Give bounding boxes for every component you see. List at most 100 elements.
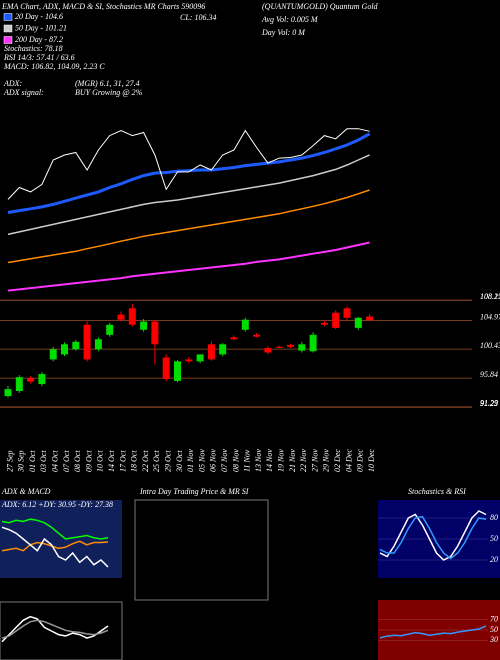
candle-body (38, 373, 46, 385)
x-tick-label: 07 Oct (62, 450, 71, 472)
y-tick-label: 108.15 (480, 292, 500, 301)
x-tick-label: 07 Nov (220, 449, 229, 472)
x-tick-label: 25 Oct (152, 450, 161, 472)
candle-body (219, 344, 227, 355)
y-tick-label: 91.25 (480, 399, 498, 408)
candle-body (253, 334, 261, 337)
x-tick-label: 01 Nov (186, 449, 195, 472)
candle-body (151, 321, 159, 345)
y-tick-label: 70 (490, 614, 498, 623)
candle-body (309, 334, 317, 352)
annotation: (MGR) 6.1, 31, 27.4 (75, 79, 140, 88)
annotation: RSI 14/3: 57.41 / 63.6 (3, 53, 75, 62)
annotation: Stochastics: 78.18 (4, 44, 63, 53)
x-tick-label: 05 Nov (197, 449, 206, 472)
x-tick-label: 08 Nov (231, 449, 240, 472)
x-tick-label: 09 Dec (356, 449, 365, 472)
x-tick-label: 14 Oct (107, 450, 116, 472)
x-tick-label: 04 Dec (344, 449, 353, 472)
indicator-line (1, 526, 109, 568)
candle-body (230, 337, 238, 340)
x-tick-label: 27 Nov (310, 449, 319, 472)
y-tick-label: 30 (489, 635, 498, 644)
close-line (7, 128, 370, 200)
x-tick-label: 19 Nov (277, 449, 286, 472)
panel-bg (0, 601, 123, 660)
candle-body (15, 377, 23, 392)
annotation: Avg Vol: 0.005 M (261, 15, 319, 24)
candle-body (207, 344, 215, 360)
x-tick-label: 04 Oct (51, 450, 60, 472)
y-tick-label: 20 (490, 555, 498, 564)
panel-bg (134, 499, 269, 601)
legend-label: 20 Day - 104.6 (15, 12, 63, 21)
chart-title: EMA Chart, ADX, MACD & SI, Stochastics M… (1, 2, 205, 11)
candle-body (49, 349, 57, 360)
candle-body (354, 317, 362, 328)
x-tick-label: 10 Oct (96, 450, 105, 472)
candle-body (275, 346, 283, 348)
legend-swatch (3, 13, 13, 21)
candle-body (140, 321, 148, 330)
y-tick-label: 50 (490, 625, 498, 634)
y-tick-label: 100.43 (480, 341, 500, 350)
annotation: MACD: 106.82, 104.09, 2.23 C (3, 62, 105, 71)
y-tick-label: 80 (490, 513, 498, 522)
annotation: CL: 106.34 (180, 13, 216, 22)
x-tick-label: 29 Oct (164, 450, 173, 472)
indicator-line (379, 510, 487, 561)
x-tick-label: 17 Oct (118, 450, 127, 472)
y-tick-label: 91.23 (480, 399, 498, 408)
candle-body (174, 361, 181, 381)
panel-bg (378, 600, 500, 660)
candle-body (83, 324, 91, 360)
x-tick-label: 21 Nov (288, 449, 297, 472)
x-tick-label: 27 Sep (5, 450, 14, 472)
annotation: BUY Growing @ 2% (75, 88, 143, 97)
x-tick-label: 08 Oct (73, 450, 82, 472)
x-tick-label: 22 Nov (299, 449, 308, 472)
candle-body (320, 322, 328, 325)
candle-body (117, 314, 125, 320)
indicator-line (1, 619, 109, 639)
panel-title: Stochastics & RSI (408, 487, 466, 496)
y-tick-label: 108.21 (480, 292, 500, 301)
x-tick-label: 06 Nov (209, 449, 218, 472)
annotation: ADX: 6.12 +DY: 30.95 -DY: 27.38 (1, 500, 113, 509)
candle-body (128, 308, 136, 325)
candle-body (72, 341, 80, 350)
candle-body (332, 312, 340, 328)
x-tick-label: 13 Nov (254, 449, 263, 472)
y-tick-label: 50 (490, 534, 498, 543)
candle-body (4, 389, 12, 397)
indicator-line (1, 615, 109, 643)
candle-body (94, 339, 102, 350)
indicator-line (379, 625, 487, 639)
x-tick-label: 11 Nov (243, 449, 252, 472)
y-tick-label: 95.84 (480, 370, 498, 379)
candle-body (343, 308, 351, 318)
candle-body (264, 348, 272, 353)
legend-label: 200 Day - 87.2 (15, 35, 63, 44)
annotation: ADX signal: (3, 88, 44, 97)
x-tick-label: 18 Oct (130, 450, 139, 472)
legend-swatch (3, 36, 13, 44)
x-tick-label: 09 Oct (84, 450, 93, 472)
x-tick-label: 03 Oct (39, 450, 48, 472)
x-tick-label: 29 Nov (322, 449, 331, 472)
indicator-line (379, 515, 487, 560)
x-tick-label: 30 Oct (175, 450, 184, 473)
annotation: Day Vol: 0 M (261, 28, 306, 37)
candle-body (162, 357, 170, 380)
x-tick-label: 02 Dec (333, 449, 342, 472)
candle-body (27, 378, 35, 382)
candle-body (366, 316, 374, 321)
ma-line (7, 189, 370, 264)
panel-title: ADX & MACD (1, 487, 51, 496)
candle-body (298, 344, 306, 351)
candle-body (185, 359, 193, 362)
ma-line (7, 241, 370, 292)
ma-line (7, 132, 371, 214)
candle-body (61, 344, 68, 355)
